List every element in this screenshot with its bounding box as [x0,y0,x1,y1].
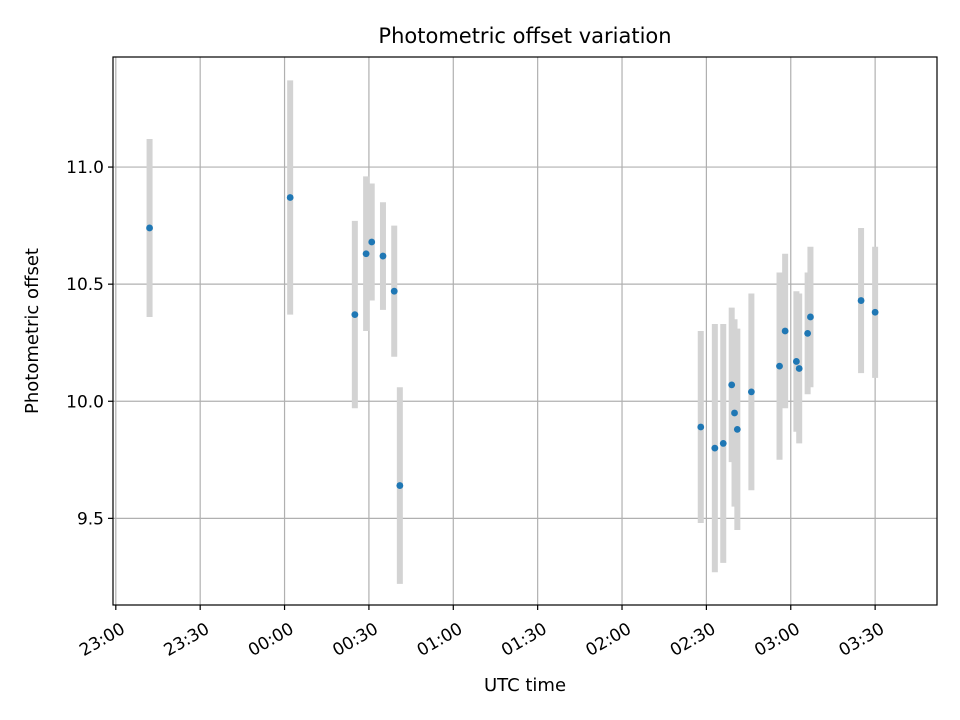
data-point [728,381,736,389]
x-axis-ticks: 23:00 23:30 00:00 00:30 01:00 01:30 02:00 02:30… [76,605,888,661]
y-axis-ticks: 9.5 10.0 10.5 11.0 [66,158,113,529]
x-tick-label: 01:30 [498,619,550,661]
data-point [368,238,376,246]
plot-frame [112,56,938,606]
y-tick-label: 10.5 [66,275,104,295]
x-tick-label: 23:00 [76,619,128,661]
data-point [146,224,153,232]
grid-lines [113,57,937,605]
x-tick-label: 00:00 [245,619,297,661]
y-tick-label: 9.5 [77,509,104,529]
data-point [396,482,404,489]
data-point [362,250,370,258]
data-point [697,423,705,431]
data-point [871,308,879,316]
x-tick-label: 02:00 [582,619,634,661]
x-tick-label: 03:30 [836,619,888,661]
x-tick-label: 00:30 [329,619,381,661]
data-point [351,311,359,319]
y-tick-label: 10.0 [66,392,104,412]
data-point [792,358,800,365]
y-axis-label: Photometric offset [22,248,43,414]
data-point [776,362,783,370]
chart-title: Photometric offset variation [378,24,671,48]
data-point [733,425,741,433]
x-tick-label: 23:30 [161,619,213,661]
x-axis-label: UTC time [484,675,566,696]
data-point [747,388,755,396]
data-point [781,327,789,335]
x-tick-label: 03:00 [751,619,803,661]
y-tick-label: 11.0 [66,158,104,178]
data-point [711,444,719,452]
data-point [857,297,865,304]
error-bars [146,80,879,584]
data-point [719,440,727,447]
data-point [804,329,812,337]
data-point [379,252,387,260]
x-tick-label: 02:30 [667,619,719,661]
data-point [390,287,398,295]
x-tick-label: 01:00 [414,619,466,661]
data-points [146,194,879,489]
data-point [286,194,294,201]
data-point [731,409,738,417]
data-point [795,365,803,372]
data-point [807,313,814,321]
